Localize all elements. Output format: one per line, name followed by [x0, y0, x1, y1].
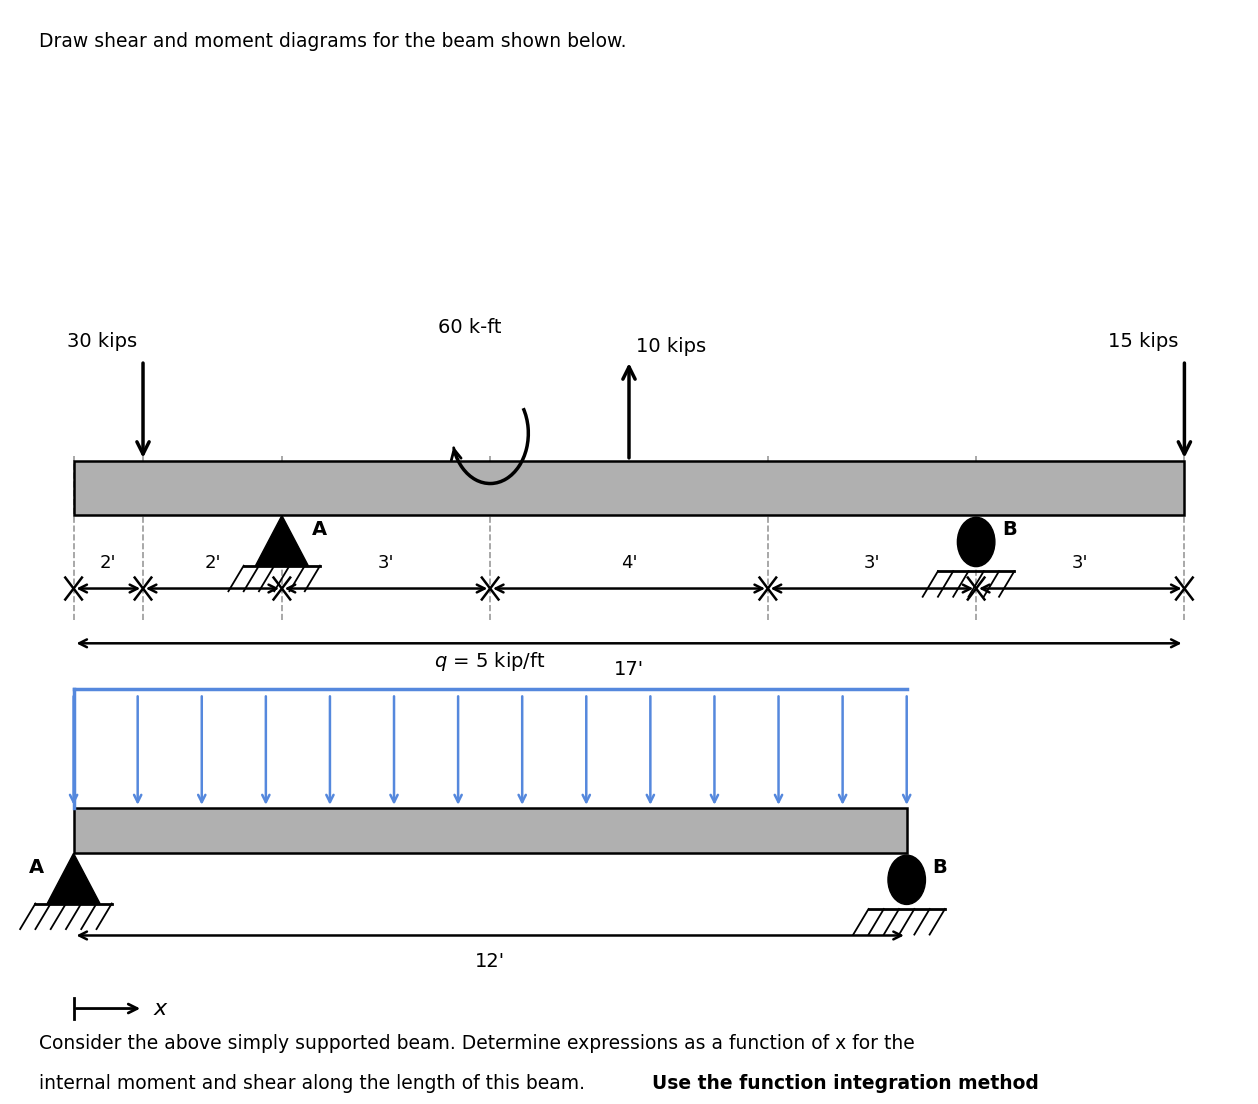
Polygon shape	[255, 516, 308, 565]
Text: 12': 12'	[476, 952, 506, 970]
Text: 3': 3'	[1072, 554, 1088, 572]
Text: 3': 3'	[864, 554, 881, 572]
Text: 15 kips: 15 kips	[1108, 332, 1179, 351]
Text: 30 kips: 30 kips	[68, 332, 137, 351]
Text: Use the function integration method: Use the function integration method	[652, 1074, 1039, 1093]
Text: A: A	[29, 858, 44, 877]
Text: 10 kips: 10 kips	[637, 337, 706, 355]
Text: B: B	[1001, 520, 1016, 539]
Text: 60 k-ft: 60 k-ft	[438, 318, 501, 338]
Text: $x$: $x$	[153, 998, 170, 1019]
Text: 2': 2'	[101, 554, 117, 572]
Text: 17': 17'	[614, 660, 644, 679]
Bar	[73, 460, 1185, 516]
Circle shape	[957, 518, 995, 566]
Text: Draw shear and moment diagrams for the beam shown below.: Draw shear and moment diagrams for the b…	[39, 32, 626, 51]
Text: internal moment and shear along the length of this beam.: internal moment and shear along the leng…	[39, 1074, 591, 1093]
Text: $q$ = 5 kip/ft: $q$ = 5 kip/ft	[434, 649, 546, 672]
Bar	[73, 808, 907, 853]
Text: A: A	[312, 520, 327, 539]
Text: 2': 2'	[204, 554, 220, 572]
Text: 4': 4'	[620, 554, 638, 572]
Polygon shape	[48, 853, 99, 903]
Text: 3': 3'	[377, 554, 394, 572]
Text: Consider the above simply supported beam. Determine expressions as a function of: Consider the above simply supported beam…	[39, 1034, 915, 1053]
Circle shape	[888, 856, 926, 904]
Text: B: B	[932, 858, 947, 877]
